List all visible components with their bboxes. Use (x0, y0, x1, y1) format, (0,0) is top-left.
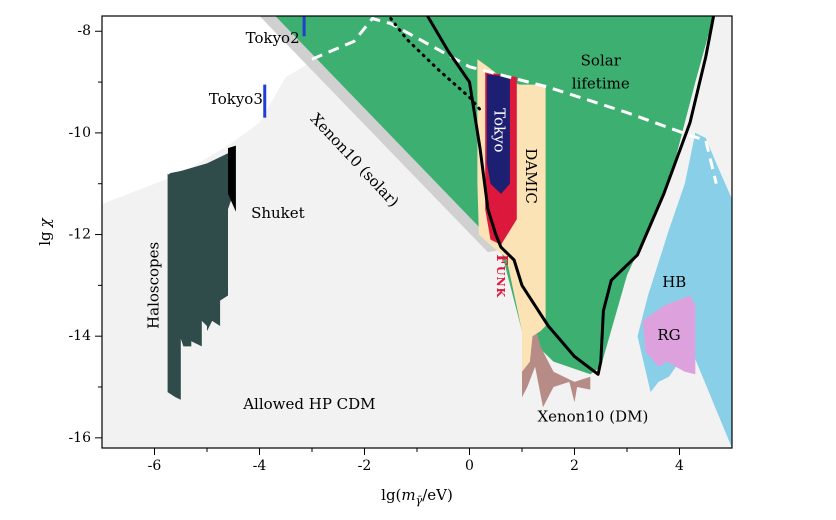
label-shuket: Shuket (251, 204, 305, 222)
line-solar-lifetime-0 (166, 137, 235, 175)
x-tick-label: -4 (253, 458, 267, 474)
region-xenon10-solar (259, 16, 501, 253)
y-axis-label: lgχ (36, 217, 54, 245)
x-tick-label: 0 (465, 458, 474, 474)
label-allowed-hp-cdm: Allowed HP CDM (242, 395, 375, 413)
region-hb (637, 132, 732, 448)
y-tick-label: -10 (68, 125, 91, 141)
x-tick-label: -6 (148, 458, 162, 474)
label-lifetime: lifetime (572, 75, 630, 93)
label-hb: HB (662, 273, 686, 291)
region-tokyo (486, 74, 510, 194)
y-axis: -16 -14 -12 -10 -8 (68, 23, 102, 446)
line-solar-lifetime-1 (311, 17, 718, 185)
line-dotted-bound-3 (389, 17, 485, 115)
region-rg (642, 295, 696, 375)
label-tokyo: Tokyo (490, 108, 508, 152)
region-shuket (228, 145, 236, 212)
line-layer (166, 16, 718, 376)
region-layer (102, 16, 732, 448)
label-xenon10-dm: Xenon10 (DM) (537, 408, 648, 426)
x-tick-label: 2 (570, 458, 579, 474)
label-damic: DAMIC (522, 148, 540, 204)
label-haloscopes: Haloscopes (145, 242, 163, 329)
line-solar-lifetime-bound-2 (426, 16, 716, 376)
label-tokyo2: Tokyo2 (246, 29, 300, 47)
label-funk: Funk (493, 254, 511, 298)
region-xenon10-dm (522, 285, 591, 408)
x-tick-label: -2 (358, 458, 372, 474)
x-axis-label: lg(mγ̄/eV) (381, 486, 453, 507)
x-tick-label: 4 (675, 458, 684, 474)
label-rg: RG (657, 326, 680, 344)
marker-layer (263, 16, 306, 118)
x-axis: -6 -4 -2 0 2 4 (148, 448, 684, 474)
region-haloscopes (167, 148, 234, 400)
y-tick-label: -8 (77, 23, 91, 39)
label-tokyo3: Tokyo3 (209, 90, 263, 108)
y-tick-label: -14 (68, 328, 91, 344)
label-solar: Solar (581, 52, 622, 70)
y-tick-label: -12 (68, 227, 91, 243)
y-tick-label: -16 (68, 430, 91, 446)
